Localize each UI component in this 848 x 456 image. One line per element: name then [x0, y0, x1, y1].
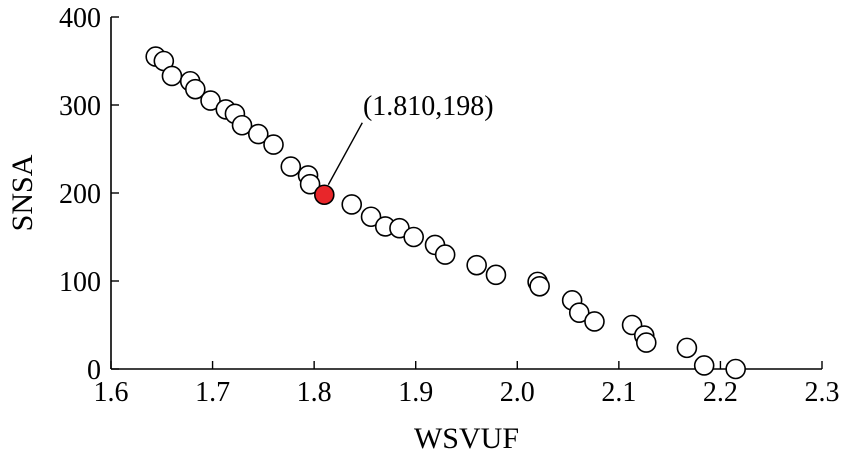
data-point: [247, 123, 269, 145]
data-point: [434, 244, 456, 265]
annotation-leader-line: [327, 122, 363, 186]
annotation-label: (1.810,198): [363, 91, 494, 122]
x-tick-label: 2.3: [805, 377, 840, 408]
data-point: [635, 332, 657, 353]
annotation: (1.810,198): [327, 91, 494, 186]
data-point: [403, 226, 424, 248]
x-tick-label: 1.6: [94, 377, 129, 408]
y-tick-label: 100: [59, 267, 101, 298]
data-points: [145, 46, 746, 380]
data-point: [341, 194, 363, 215]
data-point: [161, 65, 183, 87]
data-point: [200, 90, 221, 111]
data-point: [693, 355, 715, 376]
y-axis-title: SNSA: [6, 154, 39, 231]
data-point: [280, 156, 302, 177]
x-tick-label: 1.9: [398, 377, 433, 408]
data-point: [584, 311, 605, 332]
x-tick-label: 2.1: [601, 377, 636, 408]
y-tick-label: 200: [59, 179, 101, 210]
data-point: [299, 173, 321, 195]
data-point: [485, 264, 507, 286]
data-point: [185, 78, 206, 100]
data-point: [529, 275, 550, 297]
data-point: [676, 337, 698, 359]
data-point: [263, 134, 284, 155]
data-point: [725, 358, 746, 380]
x-tick-label: 2.0: [500, 377, 535, 408]
x-tick-label: 2.2: [703, 377, 738, 408]
data-point: [466, 254, 487, 276]
highlighted-point: [313, 184, 335, 206]
x-axis-title: WSVUF: [414, 422, 519, 455]
data-point: [568, 302, 590, 323]
x-tick-label: 1.8: [297, 377, 332, 408]
data-point: [360, 206, 382, 228]
y-tick-label: 400: [59, 3, 101, 34]
data-point: [231, 114, 253, 136]
axes: 1.6 1.7 1.8 1.9 2.0 2.1 2.2 2.3 0 100 200 300 400: [59, 3, 840, 408]
x-tick-label: 1.7: [195, 377, 230, 408]
y-tick-label: 0: [87, 355, 101, 386]
y-tick-label: 300: [59, 91, 101, 122]
